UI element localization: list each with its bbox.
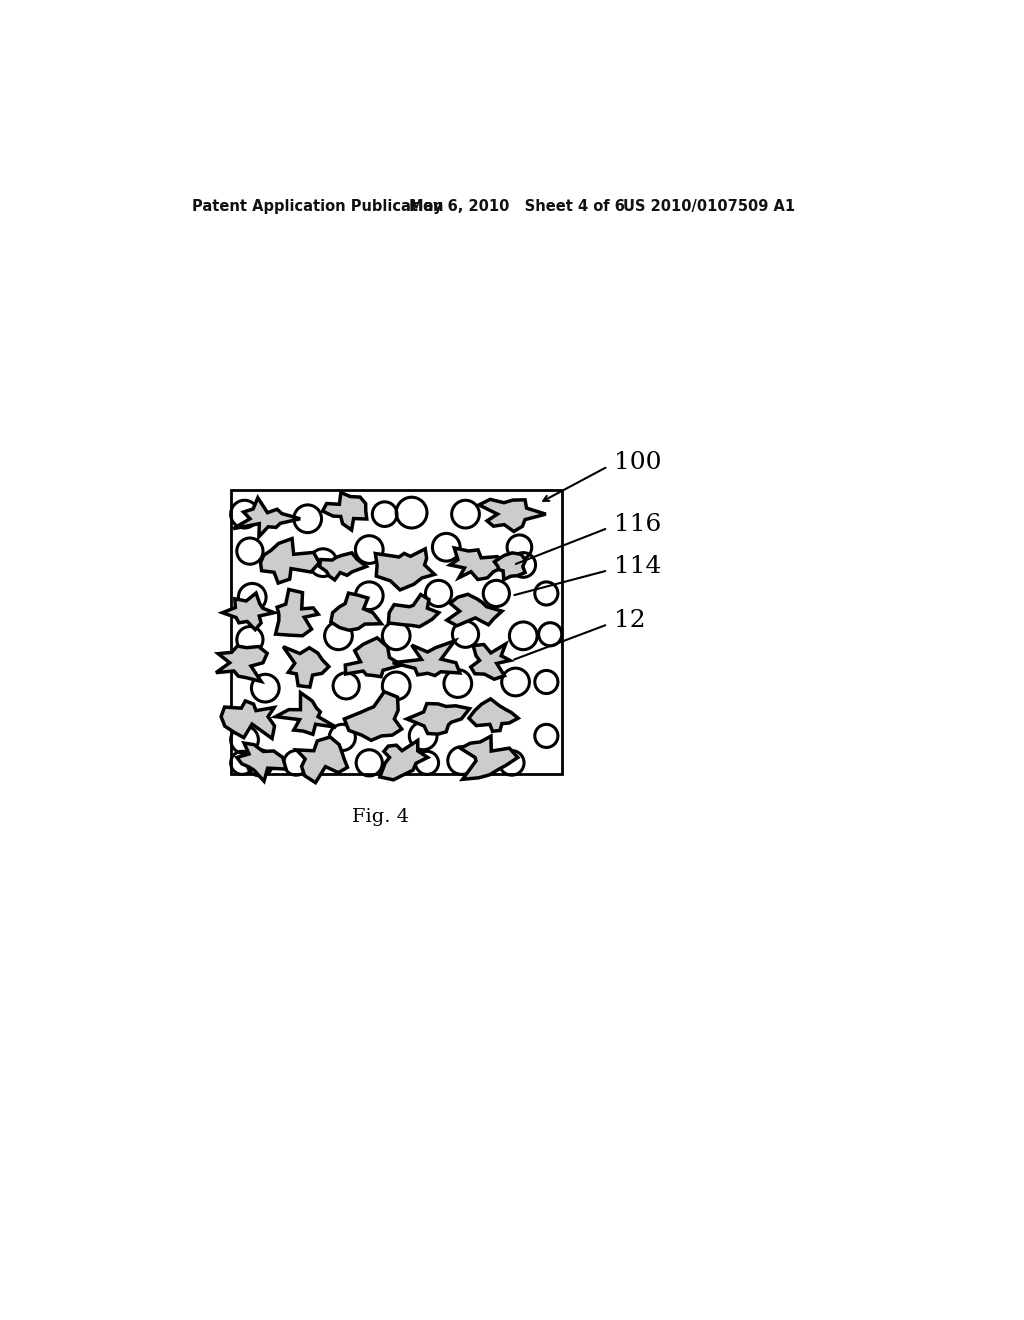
Polygon shape: [461, 737, 518, 779]
Polygon shape: [375, 549, 434, 590]
Polygon shape: [216, 645, 267, 681]
Text: Fig. 4: Fig. 4: [352, 808, 410, 826]
Polygon shape: [222, 593, 274, 630]
Bar: [230, 490, 562, 775]
Polygon shape: [344, 692, 401, 741]
Text: US 2010/0107509 A1: US 2010/0107509 A1: [624, 198, 796, 214]
Polygon shape: [237, 743, 286, 781]
Polygon shape: [380, 741, 428, 780]
Polygon shape: [469, 698, 518, 731]
Polygon shape: [407, 704, 470, 734]
Polygon shape: [284, 647, 329, 686]
Text: 116: 116: [614, 512, 662, 536]
Polygon shape: [233, 498, 300, 537]
Text: May 6, 2010   Sheet 4 of 6: May 6, 2010 Sheet 4 of 6: [410, 198, 626, 214]
Polygon shape: [393, 642, 460, 676]
Polygon shape: [345, 638, 401, 677]
Polygon shape: [297, 737, 347, 783]
Polygon shape: [388, 594, 439, 627]
Polygon shape: [471, 644, 510, 680]
Text: 12: 12: [614, 609, 646, 632]
Polygon shape: [221, 701, 274, 738]
Polygon shape: [450, 548, 508, 579]
Polygon shape: [446, 594, 502, 626]
Polygon shape: [319, 553, 367, 579]
Polygon shape: [479, 499, 546, 532]
Text: 114: 114: [614, 554, 662, 578]
Text: 100: 100: [614, 451, 662, 474]
Polygon shape: [495, 553, 525, 579]
Polygon shape: [331, 593, 381, 630]
Text: Patent Application Publication: Patent Application Publication: [193, 198, 443, 214]
Polygon shape: [260, 539, 319, 583]
Polygon shape: [323, 492, 367, 531]
Polygon shape: [275, 693, 336, 734]
Polygon shape: [275, 590, 318, 636]
